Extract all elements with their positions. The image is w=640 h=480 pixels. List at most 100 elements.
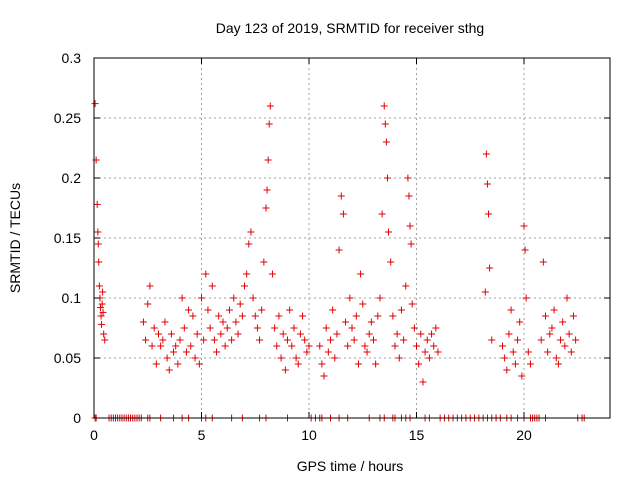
data-point (542, 312, 549, 320)
data-point (406, 222, 414, 230)
data-point (262, 204, 270, 212)
data-point (142, 336, 150, 344)
data-point (367, 318, 375, 326)
data-point (339, 210, 347, 218)
data-point (557, 336, 565, 344)
data-point (271, 324, 279, 332)
data-point (167, 330, 175, 338)
data-point (524, 348, 532, 356)
data-point (569, 312, 577, 320)
data-point (352, 312, 360, 320)
data-point (253, 324, 261, 332)
data-point (236, 300, 244, 308)
data-point (165, 366, 173, 374)
data-point (346, 294, 354, 302)
x-tick-label: 15 (409, 427, 425, 443)
data-point (404, 174, 412, 182)
data-point (232, 318, 240, 326)
x-tick-label: 20 (516, 427, 532, 443)
data-point (185, 306, 193, 314)
data-point (387, 258, 395, 266)
data-point (223, 324, 231, 332)
data-point (303, 348, 311, 356)
data-point (247, 228, 255, 236)
data-point (397, 306, 405, 314)
data-point (99, 308, 107, 316)
data-point (263, 186, 271, 194)
data-point (286, 306, 294, 314)
data-point (363, 348, 371, 356)
data-point (294, 360, 302, 368)
data-point (217, 330, 225, 338)
data-point (337, 192, 345, 200)
data-point (157, 342, 165, 350)
data-point (97, 312, 105, 320)
axis-ticks: 0 5 10 15 20 0 0.05 0.1 0.15 0.2 0.25 0.3 (54, 50, 610, 443)
data-point (324, 348, 332, 356)
data-point (178, 294, 186, 302)
data-point (266, 102, 274, 110)
data-point (193, 330, 201, 338)
data-point (516, 318, 524, 326)
data-point (365, 330, 373, 338)
data-point (146, 282, 154, 290)
data-point (213, 348, 221, 356)
data-point (327, 336, 334, 344)
data-point (292, 354, 300, 362)
data-point (279, 330, 287, 338)
data-point (258, 306, 266, 314)
data-point (548, 324, 556, 332)
data-point (176, 336, 184, 344)
data-point (376, 294, 384, 302)
data-point (245, 240, 253, 248)
data-point (372, 360, 380, 368)
data-point (511, 360, 519, 368)
data-point (95, 282, 103, 290)
data-point (234, 330, 242, 338)
y-tick-label: 0.05 (54, 350, 81, 366)
data-point (228, 336, 236, 344)
data-point (563, 294, 571, 302)
data-point (505, 330, 513, 338)
data-point (402, 282, 410, 290)
y-tick-label: 0.25 (54, 110, 81, 126)
data-point (383, 174, 391, 182)
data-point (382, 138, 390, 146)
chart-title: Day 123 of 2019, SRMTID for receiver sth… (216, 20, 484, 36)
data-point (357, 270, 365, 278)
data-point (425, 354, 433, 362)
data-point (344, 342, 352, 350)
data-point (275, 312, 283, 320)
data-point (98, 300, 106, 308)
data-point (567, 348, 575, 356)
data-point (195, 360, 203, 368)
data-point (413, 342, 420, 350)
x-tick-label: 5 (198, 427, 206, 443)
data-point (281, 366, 289, 374)
data-point (342, 318, 350, 326)
data-point (251, 312, 259, 320)
data-point (150, 324, 158, 332)
data-point (370, 336, 377, 344)
data-point (385, 228, 393, 236)
data-point (265, 120, 273, 128)
data-point (509, 348, 517, 356)
data-point (419, 378, 427, 386)
data-point (565, 330, 573, 338)
data-point (273, 342, 281, 350)
y-tick-label: 0.3 (62, 50, 82, 66)
x-tick-label: 0 (90, 427, 98, 443)
data-point (155, 330, 162, 338)
data-point (400, 336, 408, 344)
data-point (550, 306, 558, 314)
data-point (94, 228, 102, 236)
data-point (284, 336, 291, 344)
data-point (415, 360, 423, 368)
data-point (288, 342, 296, 350)
data-point (421, 348, 429, 356)
data-point (546, 330, 554, 338)
data-point (161, 318, 169, 326)
data-point (264, 156, 272, 164)
data-point (163, 354, 171, 362)
data-point (395, 354, 403, 362)
